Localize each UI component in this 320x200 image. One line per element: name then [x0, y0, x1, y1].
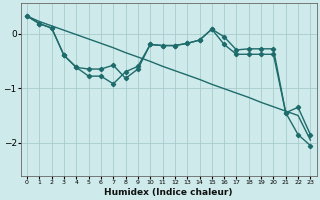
X-axis label: Humidex (Indice chaleur): Humidex (Indice chaleur): [104, 188, 233, 197]
